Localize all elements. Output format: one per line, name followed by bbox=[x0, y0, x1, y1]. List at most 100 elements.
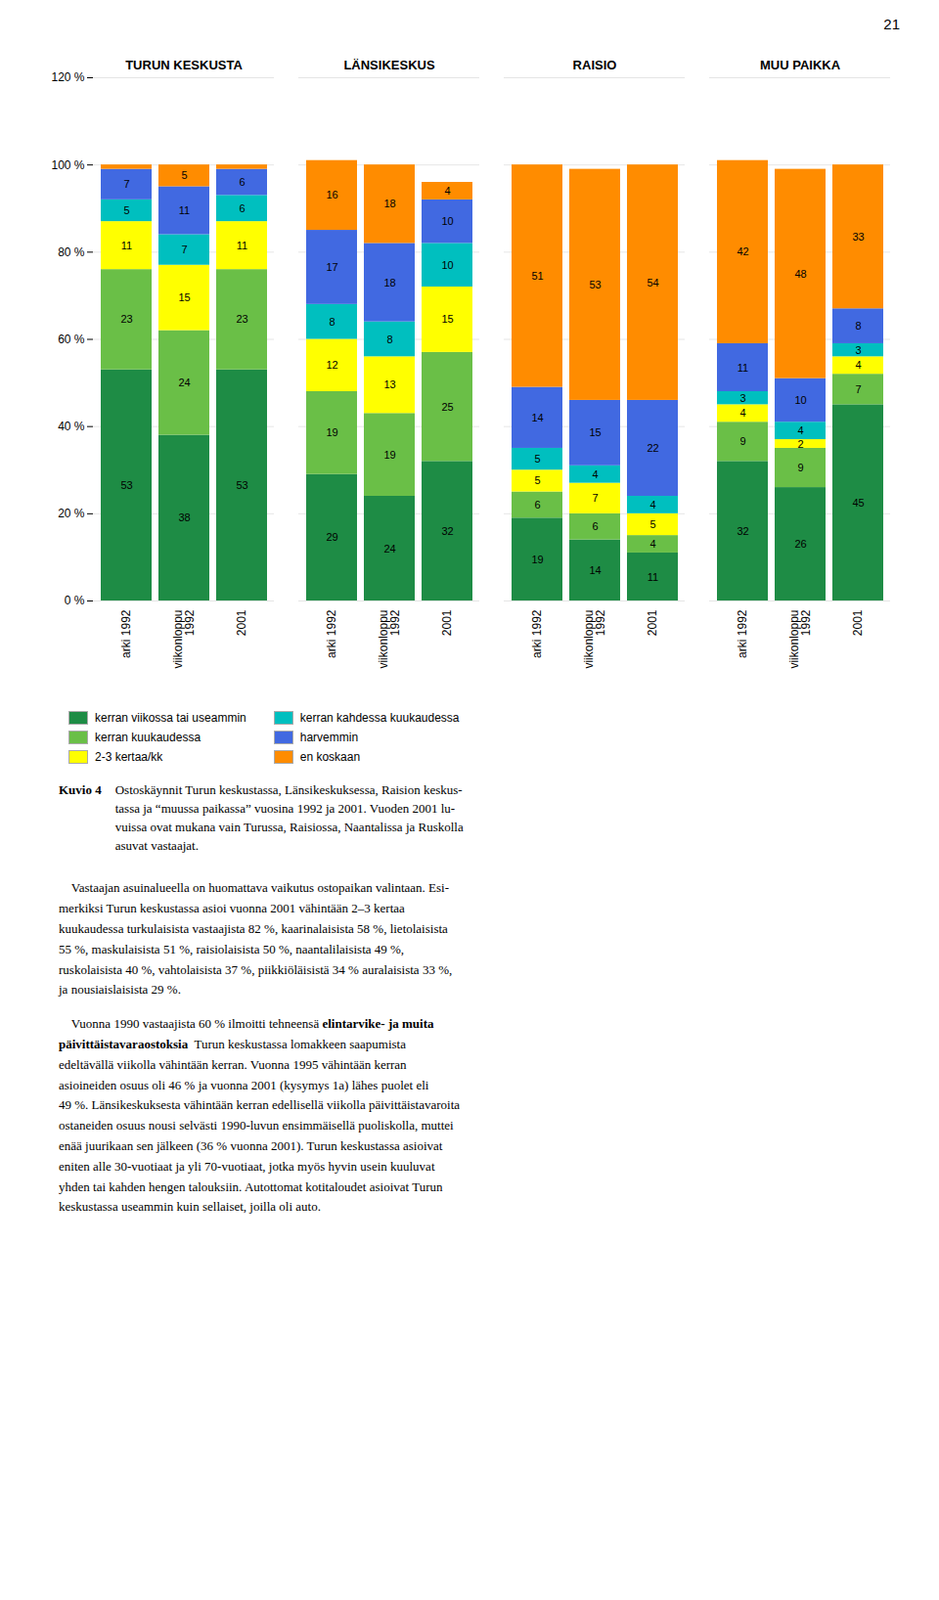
svg-text:8: 8 bbox=[386, 333, 393, 346]
svg-text:11: 11 bbox=[737, 360, 749, 373]
html-text:Vuonna 1990 vastaajista 60 % i: Vuonna 1990 vastaajista 60 % ilmoitti te… bbox=[58, 1016, 460, 1215]
svg-text:14: 14 bbox=[588, 564, 601, 577]
svg-text:9: 9 bbox=[797, 461, 804, 474]
svg-text:4: 4 bbox=[739, 406, 746, 419]
svg-text:19: 19 bbox=[531, 553, 543, 566]
html-text:Vastaajan asuinalueella on huo: Vastaajan asuinalueella on huomattava va… bbox=[58, 880, 453, 998]
svg-text:6: 6 bbox=[238, 202, 245, 215]
svg-text:18: 18 bbox=[383, 276, 396, 289]
svg-text:18: 18 bbox=[383, 197, 396, 210]
svg-text:arki 1992: arki 1992 bbox=[324, 609, 339, 659]
svg-text:5: 5 bbox=[180, 169, 187, 181]
svg-text:17: 17 bbox=[325, 261, 338, 273]
html-text:21: 21 bbox=[883, 15, 900, 33]
svg-text:5: 5 bbox=[534, 452, 540, 465]
svg-text:2001: 2001 bbox=[440, 609, 454, 636]
svg-text:10: 10 bbox=[441, 215, 453, 227]
svg-text:16: 16 bbox=[325, 188, 338, 201]
svg-text:32: 32 bbox=[736, 525, 749, 537]
svg-text:arki 1992: arki 1992 bbox=[735, 609, 750, 659]
html-text:Ostoskäynnit Turun keskustassa: Ostoskäynnit Turun keskustassa, Länsikes… bbox=[115, 782, 464, 853]
svg-text:19: 19 bbox=[325, 426, 338, 439]
svg-text:2: 2 bbox=[797, 438, 804, 450]
svg-text:40 %: 40 % bbox=[57, 419, 86, 434]
svg-text:23: 23 bbox=[120, 313, 133, 325]
html-text:harvemmin: harvemmin bbox=[299, 730, 359, 745]
svg-text:9: 9 bbox=[739, 435, 746, 448]
svg-text:6: 6 bbox=[534, 498, 540, 511]
svg-text:26: 26 bbox=[794, 537, 806, 550]
svg-text:24: 24 bbox=[383, 542, 396, 555]
svg-text:arki 1992: arki 1992 bbox=[119, 609, 134, 659]
svg-text:5: 5 bbox=[534, 474, 540, 487]
svg-text:38: 38 bbox=[178, 511, 190, 524]
svg-text:10: 10 bbox=[441, 259, 453, 271]
svg-text:6: 6 bbox=[591, 520, 598, 533]
svg-text:15: 15 bbox=[588, 426, 601, 439]
svg-text:42: 42 bbox=[736, 245, 749, 258]
svg-text:80 %: 80 % bbox=[57, 245, 86, 260]
svg-text:14: 14 bbox=[531, 411, 543, 424]
svg-text:32: 32 bbox=[441, 525, 453, 537]
svg-text:5: 5 bbox=[649, 518, 656, 531]
svg-text:viikonloppu1992: viikonloppu1992 bbox=[787, 609, 813, 669]
svg-text:7: 7 bbox=[591, 491, 598, 504]
svg-text:15: 15 bbox=[441, 313, 453, 325]
svg-text:viikonloppu1992: viikonloppu1992 bbox=[171, 609, 197, 669]
svg-text:12: 12 bbox=[325, 358, 338, 371]
svg-text:7: 7 bbox=[854, 383, 861, 396]
html-text:kerran kuukaudessa: kerran kuukaudessa bbox=[94, 730, 201, 745]
svg-text:15: 15 bbox=[178, 291, 190, 304]
svg-text:22: 22 bbox=[646, 442, 659, 454]
svg-text:60 %: 60 % bbox=[57, 332, 86, 347]
svg-text:11: 11 bbox=[178, 204, 190, 217]
svg-text:11: 11 bbox=[121, 239, 133, 252]
svg-text:13: 13 bbox=[383, 378, 396, 391]
svg-text:RAISIO: RAISIO bbox=[573, 57, 618, 73]
svg-text:33: 33 bbox=[851, 230, 864, 243]
svg-text:4: 4 bbox=[649, 498, 656, 511]
svg-text:48: 48 bbox=[794, 268, 806, 280]
svg-text:4: 4 bbox=[591, 468, 598, 481]
svg-text:25: 25 bbox=[441, 401, 453, 413]
svg-text:4: 4 bbox=[649, 537, 656, 550]
svg-text:8: 8 bbox=[854, 319, 861, 332]
svg-text:51: 51 bbox=[531, 269, 543, 282]
svg-text:3: 3 bbox=[739, 392, 746, 404]
svg-text:53: 53 bbox=[235, 479, 248, 492]
svg-text:MUU PAIKKA: MUU PAIKKA bbox=[760, 57, 842, 73]
svg-text:5: 5 bbox=[123, 204, 130, 217]
svg-text:viikonloppu1992: viikonloppu1992 bbox=[376, 609, 403, 669]
svg-text:viikonloppu1992: viikonloppu1992 bbox=[581, 609, 608, 669]
svg-text:11: 11 bbox=[236, 239, 248, 252]
svg-text:2001: 2001 bbox=[234, 609, 249, 636]
svg-text:53: 53 bbox=[120, 479, 133, 492]
svg-text:4: 4 bbox=[854, 358, 861, 371]
svg-text:29: 29 bbox=[325, 531, 338, 543]
svg-text:0 %: 0 % bbox=[64, 593, 86, 608]
svg-text:6: 6 bbox=[238, 176, 245, 188]
svg-text:100 %: 100 % bbox=[50, 158, 85, 173]
svg-text:120 %: 120 % bbox=[50, 70, 85, 85]
svg-text:53: 53 bbox=[588, 278, 601, 291]
svg-text:2001: 2001 bbox=[850, 609, 865, 636]
svg-text:8: 8 bbox=[328, 315, 335, 328]
svg-text:arki 1992: arki 1992 bbox=[530, 609, 544, 659]
svg-text:7: 7 bbox=[123, 178, 130, 190]
svg-text:45: 45 bbox=[851, 496, 864, 509]
svg-text:4: 4 bbox=[444, 184, 450, 197]
svg-text:24: 24 bbox=[178, 376, 190, 389]
svg-text:LÄNSIKESKUS: LÄNSIKESKUS bbox=[343, 57, 436, 73]
svg-text:11: 11 bbox=[647, 570, 659, 582]
svg-text:3: 3 bbox=[854, 344, 861, 357]
svg-text:4: 4 bbox=[797, 424, 804, 437]
svg-text:10: 10 bbox=[794, 394, 806, 406]
svg-text:20 %: 20 % bbox=[57, 506, 86, 521]
svg-text:2001: 2001 bbox=[645, 609, 660, 636]
svg-text:TURUN KESKUSTA: TURUN KESKUSTA bbox=[125, 57, 243, 73]
html-text:Kuvio 4: Kuvio 4 bbox=[58, 782, 102, 798]
svg-text:23: 23 bbox=[235, 313, 248, 325]
svg-text:19: 19 bbox=[383, 448, 396, 461]
svg-text:54: 54 bbox=[646, 276, 659, 289]
svg-text:7: 7 bbox=[180, 243, 187, 256]
